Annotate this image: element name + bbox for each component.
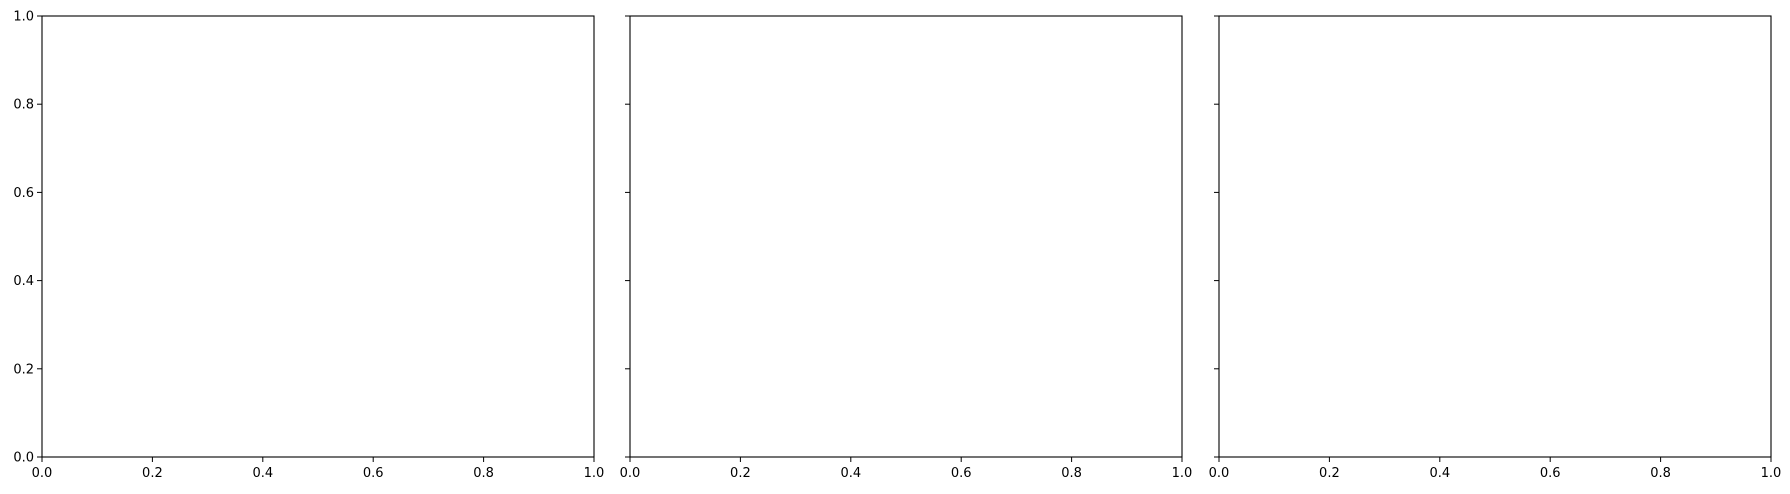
x-tick-label: 0.0 xyxy=(1209,466,1230,481)
x-tick-label: 0.4 xyxy=(252,466,273,481)
y-tick-label: 0.8 xyxy=(13,98,34,113)
x-tick-label: 1.0 xyxy=(1172,466,1193,481)
x-tick-label: 0.0 xyxy=(620,466,641,481)
x-tick-label: 0.2 xyxy=(1319,466,1340,481)
x-tick-label: 1.0 xyxy=(1761,466,1782,481)
axes-frame xyxy=(1218,15,1772,458)
subplot-3: 0.0 0.2 0.4 0.6 0.8 1.0 xyxy=(1209,15,1782,481)
y-tick-label: 0.4 xyxy=(13,274,34,289)
x-tick-label: 0.2 xyxy=(730,466,751,481)
x-tick-label: 0.6 xyxy=(951,466,972,481)
x-tick-label: 0.6 xyxy=(1540,466,1561,481)
x-tick-label: 0.2 xyxy=(142,466,163,481)
subplot-1: 0.0 0.2 0.4 0.6 0.8 1.0 0.0 0.2 0.4 0.6 0.8 1.0 xyxy=(13,10,604,482)
y-tick-label: 1.0 xyxy=(13,10,34,25)
y-tick-label: 0.0 xyxy=(13,451,34,466)
y-tick-label: 0.6 xyxy=(13,186,34,201)
y-tick-label: 0.2 xyxy=(13,362,34,377)
x-tick-label: 0.8 xyxy=(473,466,494,481)
x-tick-label: 0.6 xyxy=(363,466,384,481)
x-tick-label: 0.4 xyxy=(840,466,861,481)
x-tick-label: 1.0 xyxy=(584,466,605,481)
axes-frame xyxy=(41,15,595,458)
subplot-2: 0.0 0.2 0.4 0.6 0.8 1.0 xyxy=(620,15,1193,481)
x-tick-label: 0.8 xyxy=(1650,466,1671,481)
x-tick-label: 0.4 xyxy=(1429,466,1450,481)
axes-frame xyxy=(629,15,1183,458)
x-tick-label: 0.8 xyxy=(1061,466,1082,481)
x-tick-label: 0.0 xyxy=(32,466,53,481)
